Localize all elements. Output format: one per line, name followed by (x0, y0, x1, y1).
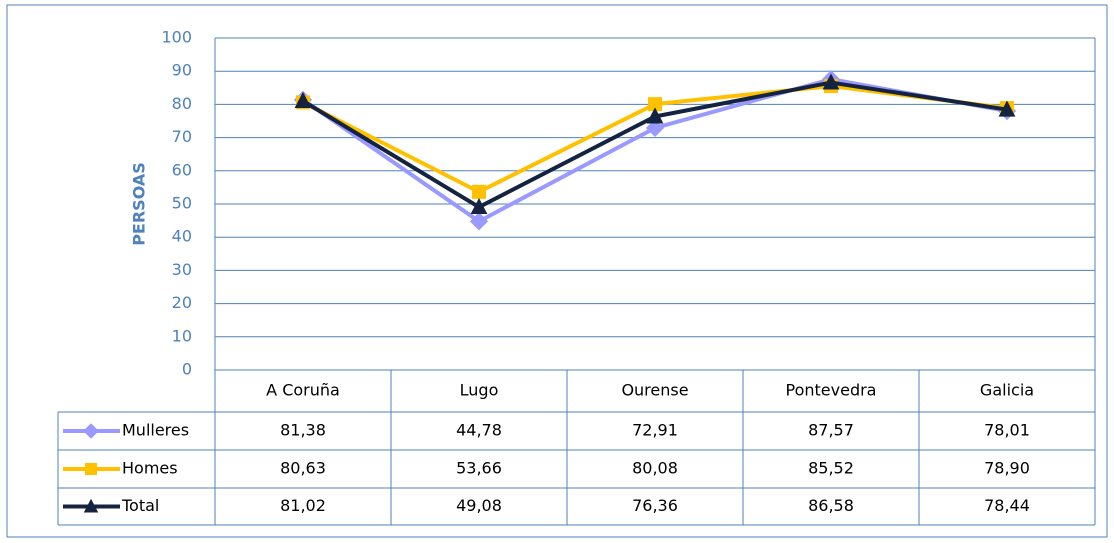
x-tick-label: Ourense (621, 381, 688, 400)
marker (469, 212, 489, 231)
y-axis-label: PERSOAS (130, 162, 149, 246)
table-value: 80,63 (280, 459, 326, 478)
y-tick-label: 0 (182, 360, 192, 379)
table-value: 87,57 (808, 421, 854, 440)
legend-label: Mulleres (122, 421, 189, 440)
table-value: 85,52 (808, 459, 854, 478)
y-tick-label: 100 (161, 28, 192, 47)
x-tick-label: Lugo (460, 381, 499, 400)
y-tick-label: 80 (172, 94, 192, 113)
marker (822, 73, 840, 90)
y-tick-label: 70 (172, 127, 192, 146)
marker (294, 91, 312, 109)
table-value: 53,66 (456, 459, 502, 478)
marker (85, 463, 97, 475)
y-tick-label: 90 (172, 61, 192, 80)
y-tick-label: 20 (172, 293, 192, 312)
y-tick-label: 60 (172, 160, 192, 179)
legend-label: Homes (122, 459, 178, 478)
marker (472, 184, 486, 199)
marker (83, 498, 99, 513)
marker (646, 107, 664, 124)
x-tick-label: Pontevedra (786, 381, 877, 400)
marker (83, 423, 99, 439)
y-tick-label: 50 (172, 194, 192, 213)
x-tick-label: Galicia (980, 381, 1034, 400)
table-value: 78,01 (984, 421, 1030, 440)
table-value: 72,91 (632, 421, 678, 440)
marker (470, 197, 488, 215)
chart-frame (6, 4, 1108, 538)
table-value: 81,02 (280, 496, 326, 515)
y-tick-label: 10 (172, 326, 192, 345)
table-value: 44,78 (456, 421, 502, 440)
legend-label: Total (121, 496, 159, 515)
y-tick-label: 40 (172, 227, 192, 246)
table-value: 86,58 (808, 496, 854, 515)
table-value: 81,38 (280, 421, 326, 440)
y-tick-label: 30 (172, 260, 192, 279)
x-tick-label: A Coruña (266, 381, 340, 400)
marker (998, 100, 1016, 117)
table-value: 78,90 (984, 459, 1030, 478)
table-value: 76,36 (632, 496, 678, 515)
table-value: 78,44 (984, 496, 1030, 515)
table-value: 49,08 (456, 496, 502, 515)
marker (648, 97, 662, 112)
table-value: 80,08 (632, 459, 678, 478)
